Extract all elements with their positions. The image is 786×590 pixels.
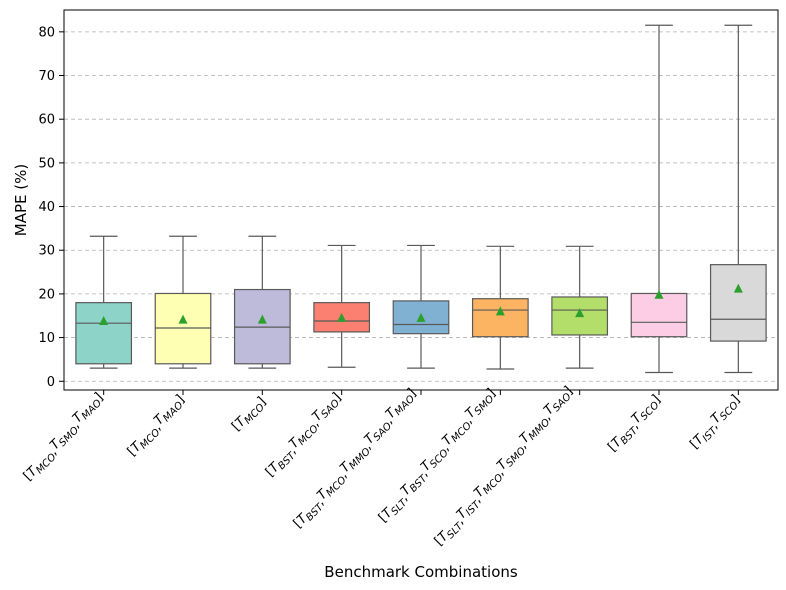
y-axis-ticks: 0 10 20 30 40 50 60 70 80	[38, 25, 64, 390]
mean-marker	[178, 314, 188, 324]
mean-marker	[654, 289, 664, 299]
y-axis-label: MAPE (%)	[12, 164, 30, 236]
iqr-box	[471, 298, 529, 338]
y-tick-label: 20	[38, 287, 55, 302]
box-7	[551, 245, 609, 369]
box-1	[75, 235, 133, 369]
y-tick-label: 40	[38, 200, 55, 215]
x-tick-label: [TMCO]	[229, 394, 270, 435]
box-5	[392, 244, 450, 369]
plot-frame	[63, 9, 779, 391]
y-tick-label: 80	[38, 25, 55, 40]
box-6	[471, 245, 529, 370]
mean-marker	[495, 306, 505, 316]
iqr-box	[630, 292, 688, 338]
y-tick-label: 10	[38, 331, 55, 346]
mean-marker	[416, 312, 426, 322]
x-axis-label: Benchmark Combinations	[324, 563, 518, 581]
x-tick-label: [TSLT,TIST,TMCO,TSMO,TMMO,TSAO]	[421, 384, 588, 551]
box-8	[630, 24, 688, 374]
x-tick-label: [TBST,TMCO,TSAO]	[259, 390, 350, 481]
box-3	[233, 235, 291, 369]
y-tick-label: 70	[38, 69, 55, 84]
mean-marker	[337, 312, 347, 322]
x-tick-label: [TBST,TSCO]	[603, 392, 667, 456]
iqr-box	[709, 264, 767, 342]
box-9	[709, 24, 767, 374]
y-tick-label: 60	[38, 113, 55, 128]
box-plots	[75, 24, 767, 374]
y-tick-label: 0	[47, 375, 55, 390]
x-tick-label: [TMCO,TMAO]	[123, 392, 192, 461]
iqr-box	[75, 302, 133, 365]
box-4	[313, 244, 371, 368]
x-tick-label: [TIST,TSCO]	[685, 392, 746, 453]
mean-marker	[257, 314, 267, 324]
iqr-box	[154, 292, 212, 365]
box-2	[154, 235, 212, 369]
y-tick-label: 50	[38, 156, 55, 171]
y-tick-label: 30	[38, 244, 55, 259]
mean-marker	[733, 283, 743, 293]
x-tick-label: [TBST,TMCO,TMMO,TSAO,TMAO]	[282, 386, 429, 533]
mean-marker	[575, 308, 585, 318]
x-axis-ticks: [TMCO,TSMO,TMAO][TMCO,TMAO][TMCO][TBST,T…	[16, 384, 746, 551]
mean-marker	[99, 315, 109, 325]
x-tick-label: [TMCO,TSMO,TMAO]	[16, 390, 111, 485]
